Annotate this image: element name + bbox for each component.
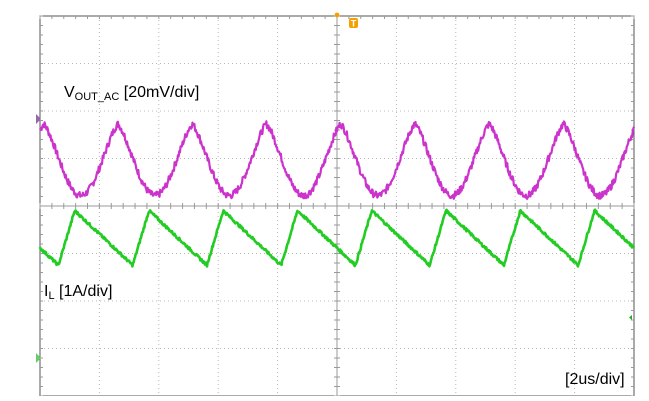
vout-ripple-trace: [38, 120, 636, 200]
ch2-ground-marker: [36, 353, 41, 363]
markers: T: [36, 12, 632, 363]
right-edge-marker: [629, 315, 632, 320]
vout-channel-label: VOUT_AC [20mV/div]: [64, 84, 200, 103]
graticule: [39, 15, 635, 397]
trigger-icon-glyph: T: [351, 19, 357, 29]
trigger-position-marker: [334, 12, 340, 18]
il-sawtooth-trace: [38, 208, 636, 268]
traces: [38, 120, 636, 268]
trigger-icon: [349, 18, 358, 28]
ch1-ground-marker: [36, 114, 41, 124]
timebase-label: [2us/div]: [565, 371, 625, 388]
il-channel-label: IL [1A/div]: [44, 283, 113, 302]
